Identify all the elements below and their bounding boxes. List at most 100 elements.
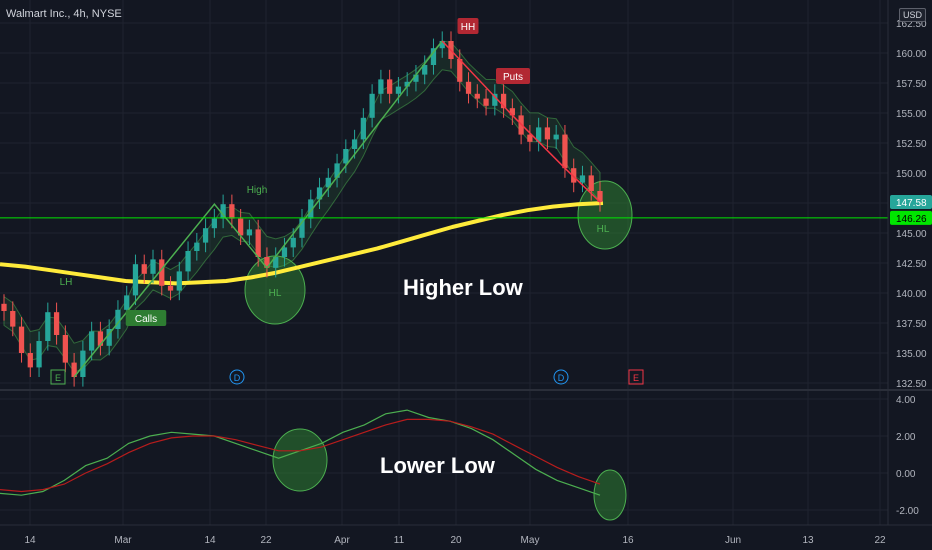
- price-tick: 160.00: [896, 49, 927, 60]
- time-tick: May: [521, 535, 540, 546]
- candle-body: [509, 108, 515, 116]
- candle-body: [316, 187, 323, 200]
- hh-label-box: [457, 18, 479, 34]
- oscillator-lines: [0, 409, 601, 496]
- dividend-marker: [553, 369, 569, 385]
- time-tick: 11: [394, 535, 405, 546]
- candle-body: [211, 218, 217, 229]
- candle-body: [395, 86, 402, 94]
- candle-body: [483, 98, 489, 106]
- candle-body: [124, 295, 130, 310]
- osc-circle-2: [593, 469, 627, 521]
- earnings-marker: [50, 369, 66, 385]
- candle-body: [597, 191, 603, 203]
- candle-body: [492, 93, 498, 106]
- higher-low-annotation: Higher Low: [403, 275, 523, 300]
- currency-badge[interactable]: USD: [898, 8, 926, 22]
- candle-body: [290, 237, 296, 248]
- time-tick: 14: [24, 535, 36, 546]
- time-tick: Apr: [334, 535, 350, 546]
- candle-body: [544, 127, 551, 140]
- moving-average-200: [0, 201, 604, 286]
- lower-low-annotation: Lower Low: [380, 453, 495, 478]
- dividend-marker: [229, 369, 245, 385]
- candle-body: [457, 59, 463, 82]
- event-label: D: [234, 373, 241, 383]
- price-tick: 135.00: [896, 349, 927, 360]
- trend-line-up: [73, 40, 443, 378]
- candle-body: [97, 331, 104, 346]
- event-label: D: [558, 373, 565, 383]
- puts-label: Puts: [503, 72, 523, 83]
- candle-body: [536, 127, 542, 142]
- time-tick: 16: [622, 535, 634, 546]
- symbol-title[interactable]: Walmart Inc., 4h, NYSE: [6, 8, 122, 20]
- candle-body: [62, 335, 68, 363]
- candle-body: [220, 204, 226, 219]
- hl-label-2: HL: [597, 224, 610, 235]
- candle-body: [281, 247, 288, 257]
- candle-body: [369, 93, 375, 118]
- candle-body: [1, 303, 7, 311]
- candle-body: [18, 326, 25, 353]
- candle-body: [360, 117, 366, 140]
- candle-body: [115, 309, 121, 329]
- event-label: E: [633, 373, 639, 383]
- oscillator-slow-line: [0, 418, 601, 493]
- price-label-box: [890, 195, 932, 210]
- hl-circle-2: [577, 180, 633, 250]
- candle-body: [474, 93, 480, 99]
- oscillator-tick: -2.00: [896, 506, 919, 517]
- candle-body: [465, 81, 472, 94]
- candle-body: [150, 259, 156, 274]
- trend-lines[interactable]: [73, 40, 601, 378]
- ribbon-bands: [3, 40, 601, 373]
- candle-body: [387, 79, 393, 94]
- calls-label-box: [125, 310, 167, 326]
- candle-body: [404, 81, 410, 87]
- earnings-marker: [628, 369, 644, 385]
- candle-body: [53, 312, 60, 335]
- oscillator-tick: 2.00: [896, 432, 916, 443]
- candle-body: [422, 65, 428, 75]
- hl-label-1: HL: [269, 288, 282, 299]
- hh-label: HH: [461, 22, 475, 33]
- candle-body: [273, 257, 279, 268]
- event-label: E: [55, 373, 61, 383]
- candle-body: [71, 362, 77, 377]
- candle-body: [176, 271, 182, 291]
- candle-body: [264, 257, 270, 268]
- price-label: 147.58: [896, 198, 927, 209]
- candle-body: [80, 350, 86, 377]
- price-axis[interactable]: 162.50 160.00 157.50 155.00 152.50 150.00 147.…: [887, 0, 932, 525]
- time-tick: Jun: [725, 535, 741, 546]
- candle-body: [430, 48, 437, 65]
- candle-body: [132, 264, 139, 296]
- candle-body: [229, 204, 235, 219]
- price-tick: 162.50: [896, 19, 927, 30]
- price-tick: 140.00: [896, 289, 927, 300]
- time-axis[interactable]: 14 Mar 14 22 Apr 11 20 May 16 Jun 13 22: [0, 524, 932, 546]
- candle-body: [579, 175, 586, 183]
- time-tick: 22: [260, 535, 272, 546]
- high-label: High: [247, 185, 268, 196]
- candlesticks[interactable]: [1, 31, 603, 387]
- oscillator-tick: 0.00: [896, 469, 916, 480]
- price-tick: 132.50: [896, 379, 927, 390]
- candle-body: [439, 41, 445, 49]
- price-tick: 142.50: [896, 259, 927, 270]
- candle-body: [159, 259, 165, 286]
- price-tick: 137.50: [896, 319, 927, 330]
- price-tick: 157.50: [896, 79, 927, 90]
- candle-body: [527, 134, 533, 142]
- candle-body: [500, 93, 507, 109]
- hl-circle-1: [244, 255, 306, 325]
- calls-label: Calls: [135, 314, 157, 325]
- trend-line-down: [441, 40, 601, 203]
- price-label: 146.26: [896, 214, 927, 225]
- price-tick: 155.00: [896, 109, 927, 120]
- candle-body: [202, 228, 209, 243]
- time-tick: 20: [450, 535, 462, 546]
